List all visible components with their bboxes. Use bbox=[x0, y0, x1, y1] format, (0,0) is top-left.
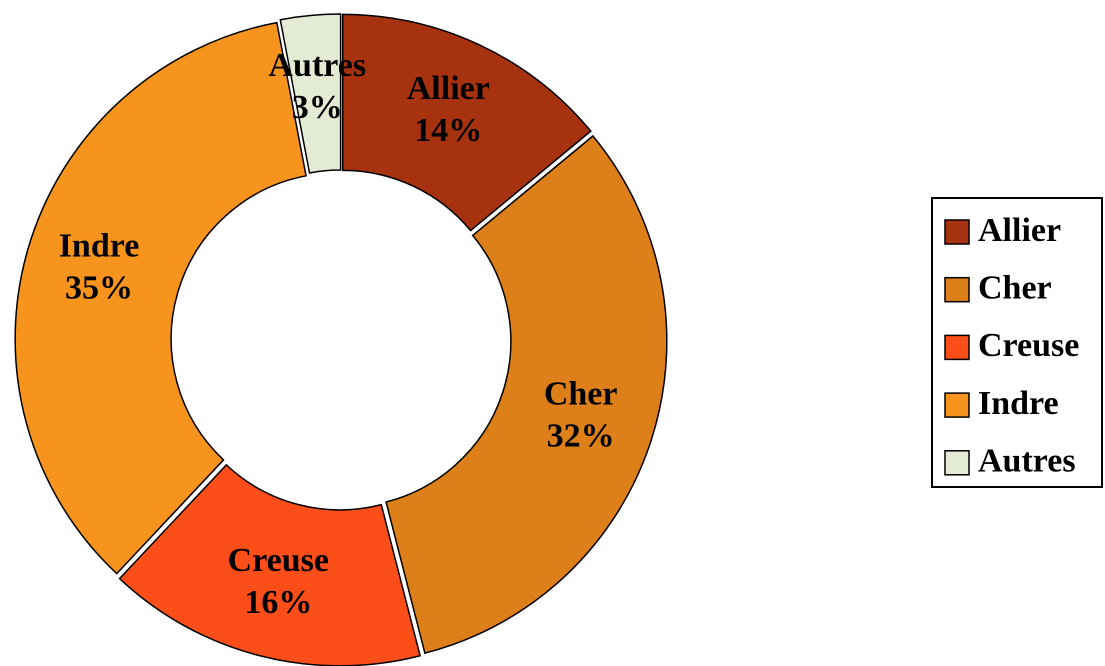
slice bbox=[14, 21, 307, 575]
legend-label: Creuse bbox=[978, 327, 1079, 364]
legend-swatch bbox=[944, 334, 970, 361]
slice-label: Allier bbox=[407, 70, 490, 107]
legend-swatch bbox=[944, 450, 970, 476]
slice-label: Creuse bbox=[228, 542, 329, 579]
slice-label: Cher bbox=[544, 376, 618, 413]
legend-label: Indre bbox=[978, 385, 1059, 422]
legend-swatch bbox=[944, 276, 970, 303]
slice-label: Autres bbox=[268, 47, 366, 84]
legend-swatch bbox=[944, 219, 970, 245]
slice-label: Indre bbox=[59, 227, 140, 264]
legend-label: Cher bbox=[978, 269, 1052, 306]
legend-label: Allier bbox=[978, 212, 1061, 249]
legend-label: Autres bbox=[978, 443, 1076, 480]
slice bbox=[279, 13, 342, 174]
slice bbox=[341, 13, 592, 232]
slice-value-label: 14% bbox=[414, 112, 482, 149]
slice-value-label: 35% bbox=[65, 269, 133, 306]
slice-value-label: 3% bbox=[292, 89, 343, 126]
legend-swatch bbox=[944, 392, 970, 418]
slice-value-label: 32% bbox=[547, 418, 615, 455]
slice-value-label: 16% bbox=[244, 584, 312, 621]
slice bbox=[385, 134, 668, 655]
